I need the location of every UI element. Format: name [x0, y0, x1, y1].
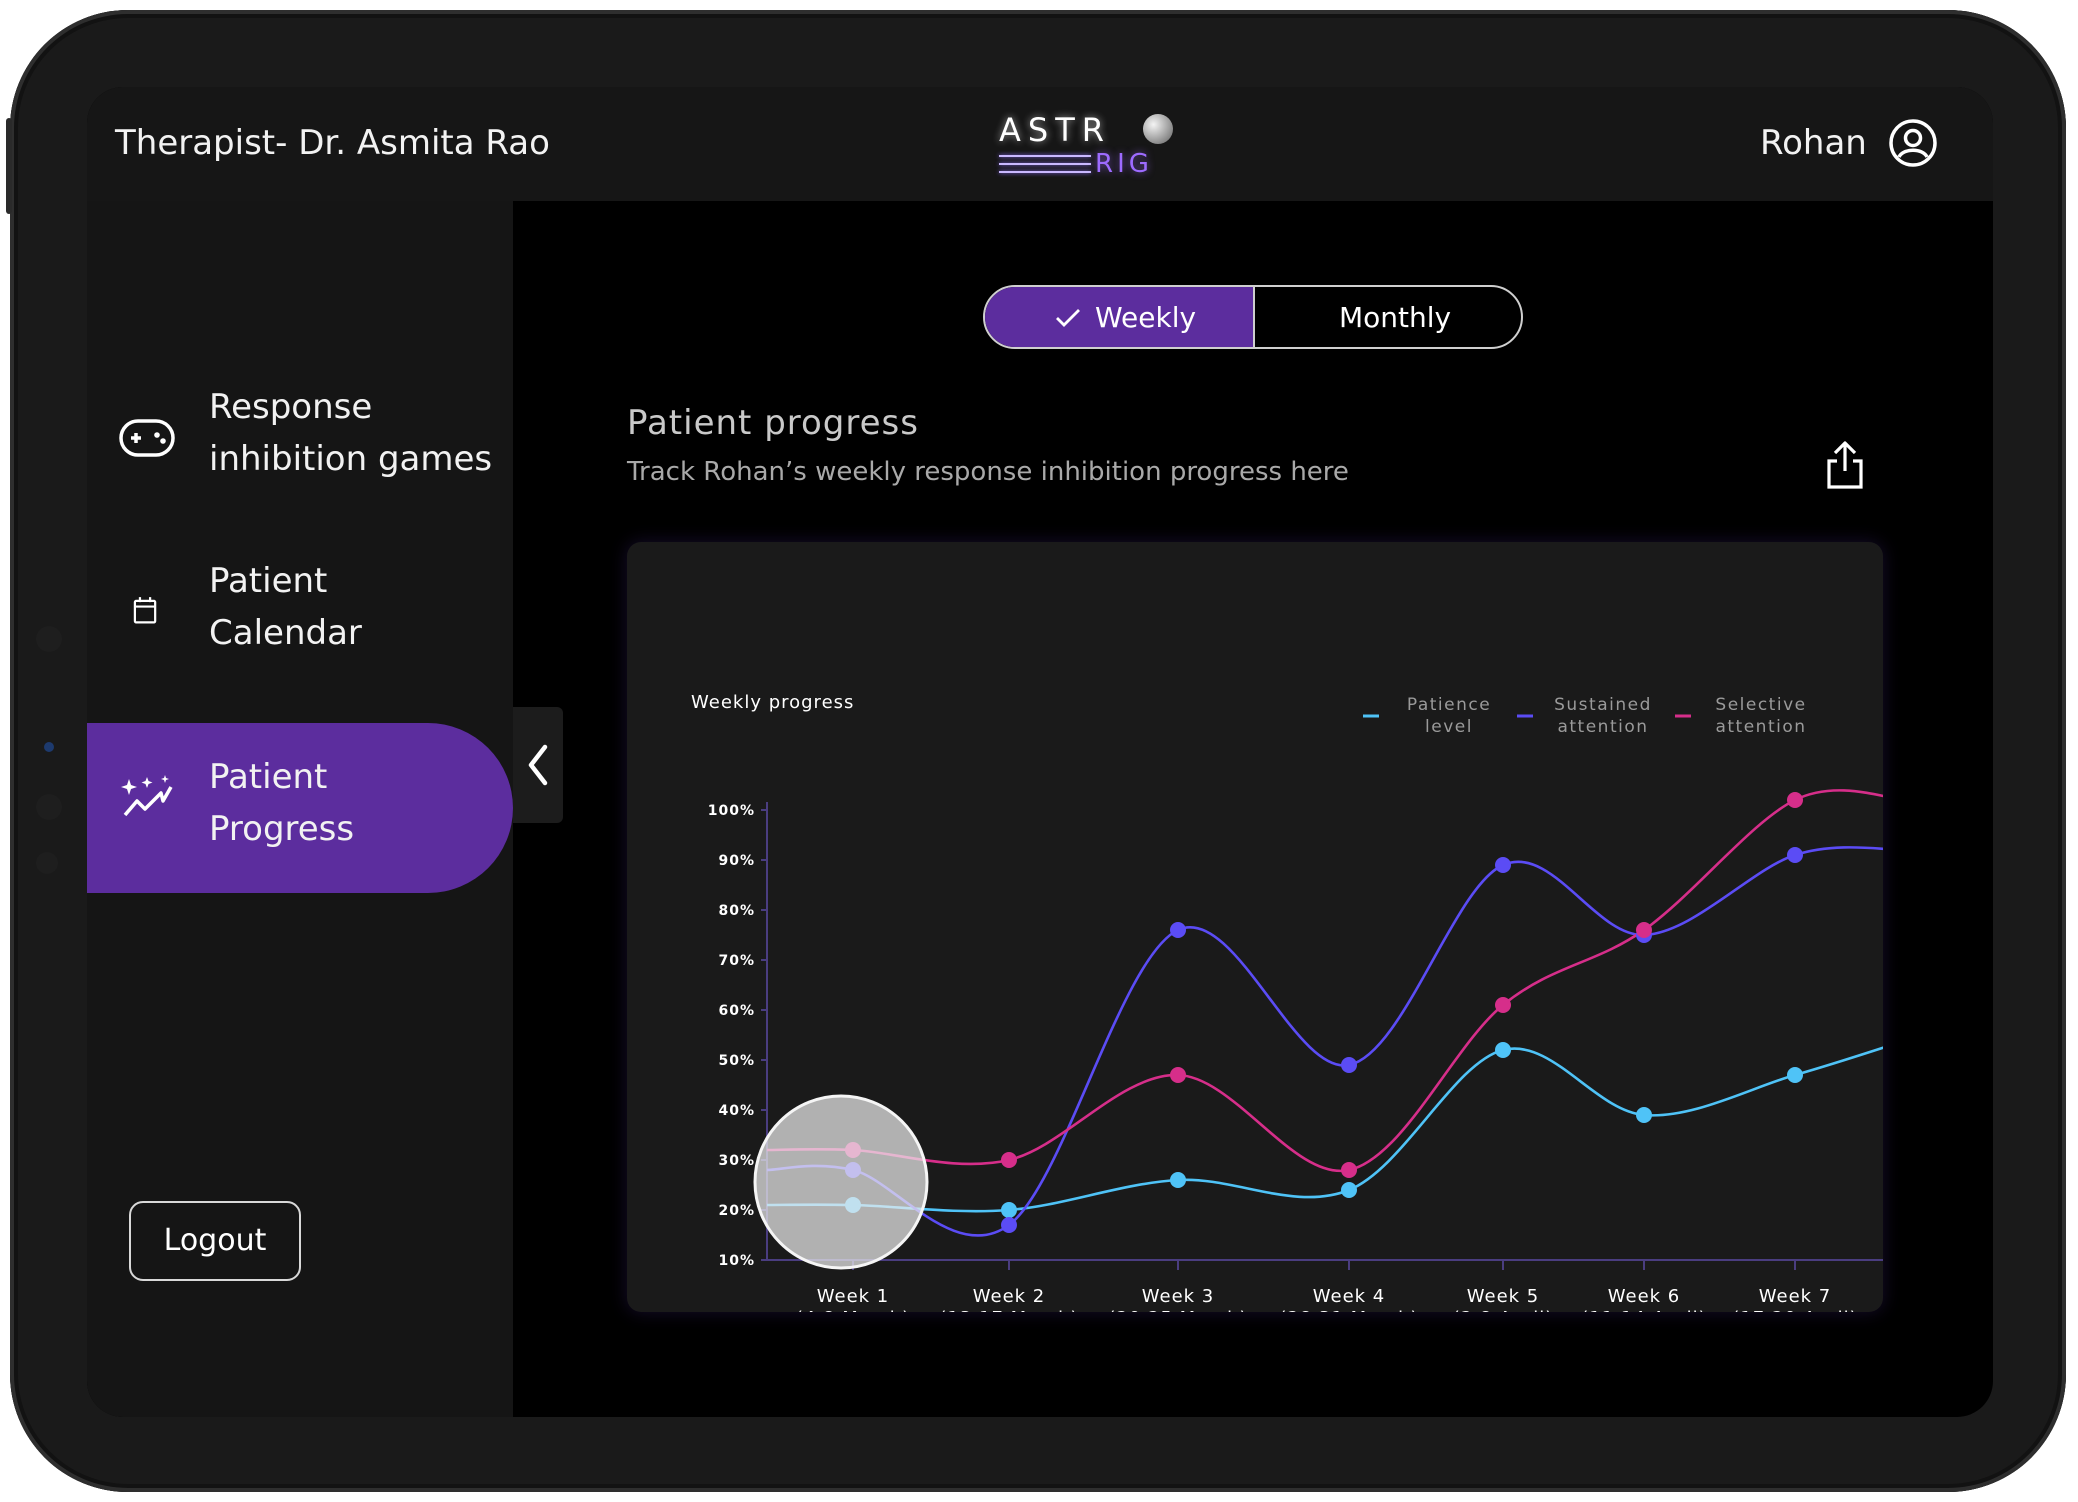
x-tick-label: Week 6	[1608, 1286, 1681, 1307]
logo-lines	[999, 155, 1091, 177]
y-tick-label: 10%	[718, 1253, 755, 1269]
label-line: Patient	[209, 561, 328, 601]
label-line: Response	[209, 387, 373, 427]
legend-label: Sustained	[1554, 695, 1652, 715]
collapse-sidebar-button[interactable]	[513, 707, 563, 823]
data-point	[1341, 1182, 1357, 1198]
legend-label: attention	[1557, 717, 1648, 737]
x-tick-label: Week 7	[1759, 1286, 1832, 1307]
data-point	[1001, 1152, 1017, 1168]
logout-button[interactable]: Logout	[129, 1201, 301, 1281]
x-tick-label: Week 1	[817, 1286, 890, 1307]
data-point	[1341, 1057, 1357, 1073]
data-point	[1787, 847, 1803, 863]
weekly-progress-chart: Weekly progress 10% 20% 30% 40% 50% 60% 70% 80% 9…	[691, 692, 1883, 1312]
y-tick-label: 90%	[718, 853, 755, 869]
sidebar: Response inhibition games Patient Calend…	[87, 201, 513, 1417]
label-line: Calendar	[209, 613, 362, 653]
data-point	[1170, 922, 1186, 938]
data-point	[1495, 997, 1511, 1013]
magnifier-lens	[753, 1094, 929, 1270]
x-tick-label-date: (28,31 March)	[1279, 1308, 1418, 1312]
chart-card: Weekly progress 10% 20% 30% 40% 50% 60% 70% 80% 9…	[627, 542, 1883, 1312]
legend-label: attention	[1715, 717, 1806, 737]
y-tick-label: 100%	[708, 803, 755, 819]
label-line: Progress	[209, 809, 355, 849]
logo-text-top: ASTR	[999, 111, 1111, 149]
x-tick-label-date: (17,20 April)	[1732, 1308, 1857, 1312]
device-sensor-dot	[36, 852, 58, 874]
weekly-label: Weekly	[1095, 301, 1197, 334]
x-tick-label-date: (13,17 March)	[939, 1308, 1078, 1312]
label-line: inhibition games	[209, 439, 493, 479]
sidebar-item-patient-calendar[interactable]: Patient Calendar	[87, 545, 513, 675]
chart-title: Weekly progress	[691, 692, 854, 713]
monthly-toggle-button[interactable]: Monthly	[1255, 287, 1521, 347]
data-point	[1170, 1172, 1186, 1188]
data-point	[1787, 1067, 1803, 1083]
gamepad-icon	[119, 419, 175, 457]
logo-moon-icon	[1143, 114, 1173, 144]
legend-label: Patience	[1407, 695, 1491, 715]
x-tick-label-date: (20,25 March)	[1108, 1308, 1247, 1312]
data-point	[1787, 792, 1803, 808]
data-point	[1636, 1107, 1652, 1123]
sparkle-chart-icon	[121, 775, 173, 817]
astro-rig-logo: ASTR RIG	[999, 111, 1179, 183]
data-point	[1636, 922, 1652, 938]
legend-label: Selective	[1715, 695, 1806, 715]
x-tick-label: Week 5	[1467, 1286, 1540, 1307]
data-point	[1341, 1162, 1357, 1178]
data-point	[1001, 1217, 1017, 1233]
sidebar-item-response-inhibition-games[interactable]: Response inhibition games	[87, 371, 513, 501]
sidebar-item-label: Response inhibition games	[209, 381, 509, 485]
y-tick-label: 70%	[718, 953, 755, 969]
label-line: Patient	[209, 757, 328, 797]
series-line-2	[766, 789, 1883, 1173]
top-header: Therapist- Dr. Asmita Rao ASTR RIG Rohan	[87, 87, 1993, 201]
page-title: Patient progress	[627, 403, 919, 443]
user-avatar-icon[interactable]	[1887, 117, 1939, 169]
period-toggle: Weekly Monthly	[983, 285, 1523, 349]
y-tick-label: 20%	[718, 1203, 755, 1219]
data-point	[1495, 857, 1511, 873]
data-point	[1001, 1202, 1017, 1218]
y-tick-label: 30%	[718, 1153, 755, 1169]
chevron-left-icon	[528, 744, 548, 786]
therapist-name: Therapist- Dr. Asmita Rao	[115, 123, 550, 163]
sidebar-item-patient-progress[interactable]: Patient Progress	[87, 723, 513, 893]
device-sensor-dot	[36, 626, 62, 652]
user-name: Rohan	[1760, 123, 1867, 163]
y-tick-label: 60%	[718, 1003, 755, 1019]
data-point	[1170, 1067, 1186, 1083]
y-tick-label: 50%	[718, 1053, 755, 1069]
app-screen: Therapist- Dr. Asmita Rao ASTR RIG Rohan…	[87, 87, 1993, 1417]
x-tick-label-date: (4,8 March)	[796, 1308, 910, 1312]
y-tick-label: 80%	[718, 903, 755, 919]
data-point	[1495, 1042, 1511, 1058]
page-subtitle: Track Rohan’s weekly response inhibition…	[627, 457, 1349, 487]
x-tick-label-date: (2,8 April)	[1453, 1308, 1554, 1312]
weekly-toggle-button[interactable]: Weekly	[985, 287, 1255, 347]
x-tick-label: Week 4	[1313, 1286, 1386, 1307]
series-line-0	[766, 1046, 1883, 1213]
x-tick-label: Week 2	[973, 1286, 1046, 1307]
x-tick-label: Week 3	[1142, 1286, 1215, 1307]
y-tick-label: 40%	[718, 1103, 755, 1119]
monthly-label: Monthly	[1339, 301, 1452, 334]
logo-text-bottom: RIG	[1095, 149, 1153, 179]
share-export-icon[interactable]	[1825, 439, 1865, 491]
x-tick-label-date: (11,14 April)	[1581, 1308, 1706, 1312]
check-icon	[1056, 309, 1080, 327]
sidebar-item-label: Patient Calendar	[209, 555, 509, 659]
series-line-1	[766, 846, 1883, 1237]
device-side-button	[6, 118, 12, 214]
device-camera-dot	[44, 742, 54, 752]
sidebar-item-label: Patient Progress	[209, 751, 509, 855]
device-sensor-dot	[36, 794, 62, 820]
calendar-icon	[133, 597, 157, 624]
legend-label: level	[1425, 717, 1473, 737]
